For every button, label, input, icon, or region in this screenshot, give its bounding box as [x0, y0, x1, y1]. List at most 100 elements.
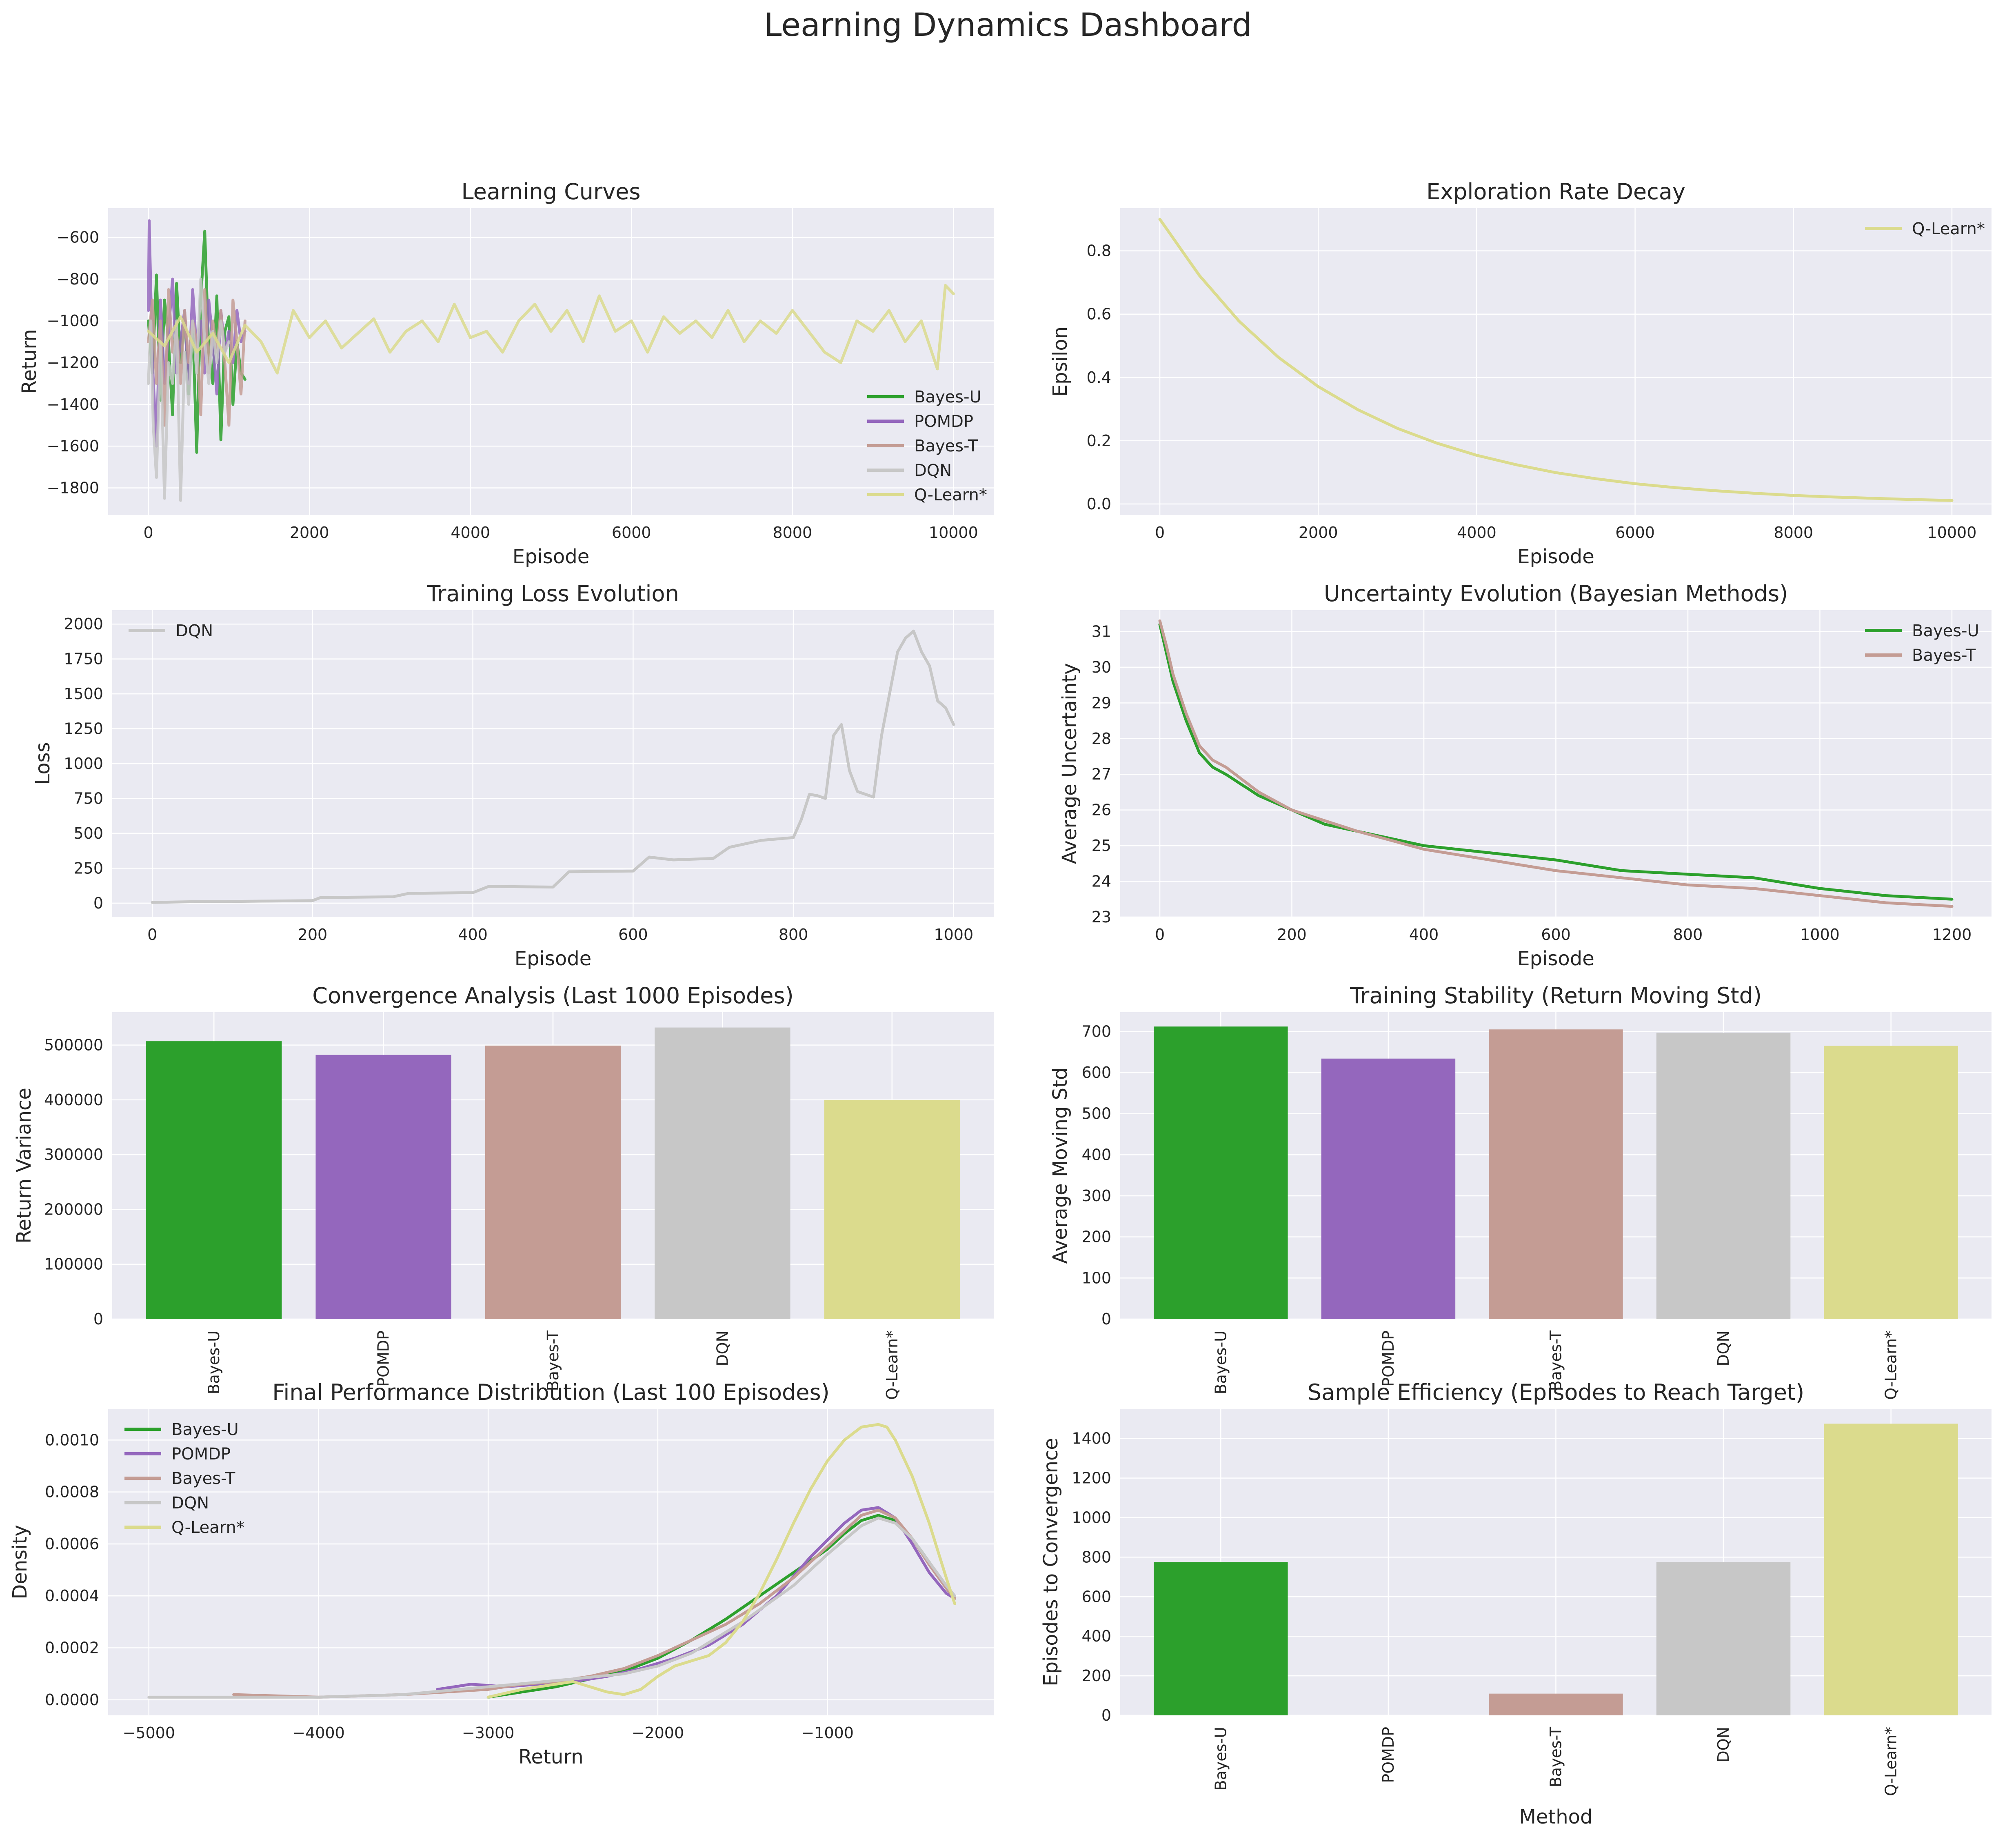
- legend-label: DQN: [914, 461, 952, 480]
- x-tick-label: −4000: [292, 1724, 345, 1742]
- x-tick-label: 600: [1541, 926, 1571, 944]
- x-tick-label: 0: [1155, 524, 1165, 542]
- x-tick-label: 0: [147, 926, 157, 944]
- y-tick-label: 30: [1092, 658, 1111, 676]
- y-tick-label: 0.0006: [45, 1535, 99, 1553]
- y-tick-label: 0.0010: [45, 1431, 99, 1449]
- legend-label: POMDP: [171, 1445, 231, 1464]
- x-tick-label: Bayes-U: [1212, 1727, 1230, 1791]
- legend-label: POMDP: [914, 412, 973, 431]
- y-tick-label: 26: [1092, 801, 1111, 819]
- bar-q-learn-: [824, 1099, 960, 1319]
- y-tick-label: 250: [73, 859, 103, 877]
- series-line-q-learn-: [147, 284, 955, 375]
- chart-convergence-analysis: 0 100000 200000 300000 400000 500000 Bayes-U PO…: [13, 983, 994, 1432]
- x-tick-label: 4000: [1457, 524, 1496, 542]
- panel-title: Convergence Analysis (Last 1000 Episodes…: [312, 983, 793, 1008]
- x-tick-label: 10000: [929, 524, 978, 542]
- legend-label: DQN: [171, 1494, 209, 1513]
- x-axis-label: Method: [1519, 1806, 1592, 1828]
- series-group: [1158, 218, 1954, 502]
- y-tick-label: 1400: [1072, 1430, 1111, 1448]
- y-axis-label: Density: [9, 1525, 31, 1599]
- y-tick-label: 750: [73, 789, 103, 807]
- bar-dqn: [655, 1027, 790, 1319]
- bar-bayes-t: [1489, 1693, 1623, 1715]
- x-tick-label: Bayes-T: [1547, 1726, 1565, 1787]
- x-tick-label: 400: [458, 926, 488, 944]
- x-tick-label: 8000: [1774, 524, 1813, 542]
- x-tick-label: 0: [1155, 926, 1165, 944]
- series-group: [147, 219, 955, 502]
- bar-bayes-t: [1489, 1029, 1623, 1319]
- series-line-dqn: [151, 629, 955, 904]
- y-tick-label: 24: [1092, 873, 1111, 891]
- y-tick-label: 25: [1092, 837, 1111, 855]
- y-axis-label: Return Variance: [13, 1088, 36, 1244]
- plot-background: [108, 1409, 994, 1715]
- legend-label: Q-Learn*: [914, 486, 987, 504]
- bar-q-learn-: [1824, 1424, 1958, 1715]
- series-line-bayes-u: [1158, 623, 1954, 901]
- y-tick-label: 1500: [64, 685, 103, 703]
- x-tick-label: 0: [144, 524, 153, 542]
- y-tick-label: −1000: [47, 312, 99, 330]
- x-tick-label: 10000: [1927, 524, 1977, 542]
- y-tick-label: 0.4: [1087, 369, 1111, 386]
- bar-bayes-u: [146, 1041, 282, 1319]
- y-tick-label: 500: [1081, 1105, 1111, 1123]
- y-tick-label: 0.6: [1087, 305, 1111, 323]
- legend-label: Bayes-U: [171, 1420, 239, 1439]
- chart-training-loss: 0 250 500 750 1000 1250 1500 1750 2000 0 200 400 600…: [31, 581, 994, 970]
- y-tick-label: 0: [1101, 1310, 1111, 1328]
- legend-label: Bayes-T: [1912, 646, 1976, 665]
- x-tick-label: DQN: [1714, 1330, 1732, 1366]
- y-tick-label: 200000: [44, 1200, 103, 1218]
- panel-title: Sample Efficiency (Episodes to Reach Tar…: [1308, 1379, 1804, 1405]
- y-tick-label: 1000: [1072, 1508, 1111, 1526]
- bar-dqn: [1656, 1033, 1791, 1319]
- legend: Bayes-U POMDP Bayes-T DQN Q-Learn*: [124, 1420, 244, 1537]
- x-axis-label: Episode: [515, 947, 592, 970]
- x-axis-label: Episode: [1517, 947, 1594, 970]
- x-axis-label: Return: [518, 1746, 583, 1768]
- chart-uncertainty-evolution: 23 24 25 26 27 28 29 30 31 0 200 400 600 800 1000 1200 U…: [1058, 581, 1992, 970]
- legend: DQN: [129, 622, 213, 640]
- legend-label: Bayes-U: [1912, 622, 1979, 640]
- x-axis-label: Episode: [513, 545, 590, 568]
- y-axis-label: Episodes to Convergence: [1039, 1438, 1062, 1686]
- y-axis-label: Loss: [31, 742, 54, 785]
- y-tick-label: 200: [1081, 1228, 1111, 1246]
- y-tick-label: 27: [1092, 765, 1111, 783]
- y-tick-label: 500000: [44, 1036, 103, 1054]
- series-line-bayes-t: [1158, 619, 1954, 908]
- y-tick-label: 0.0004: [45, 1587, 99, 1605]
- x-tick-label: 600: [618, 926, 648, 944]
- series-group: [147, 1423, 956, 1699]
- x-tick-label: 800: [779, 926, 808, 944]
- x-tick-label: 1200: [1932, 926, 1972, 944]
- y-tick-label: 0: [1101, 1706, 1111, 1724]
- chart-training-stability: 0 100 200 300 400 500 600 700 Bayes-U POMDP Bayes-…: [1049, 983, 1992, 1432]
- bar-bayes-t: [485, 1045, 621, 1319]
- y-tick-label: 400: [1081, 1627, 1111, 1645]
- bar-bayes-u: [1154, 1562, 1288, 1715]
- x-tick-label: 200: [1277, 926, 1307, 944]
- x-tick-label: 800: [1673, 926, 1703, 944]
- x-tick-label: 2000: [290, 524, 329, 542]
- x-tick-label: 8000: [773, 524, 812, 542]
- x-tick-label: Q-Learn*: [1882, 1330, 1900, 1400]
- series-group: [151, 629, 955, 904]
- y-tick-label: 1000: [64, 755, 103, 773]
- series-line-pomdp: [147, 219, 246, 448]
- dashboard-title: Learning Dynamics Dashboard: [764, 7, 1252, 44]
- legend-label: Bayes-U: [914, 388, 981, 406]
- plot-background: [108, 208, 994, 515]
- x-tick-label: POMDP: [375, 1330, 393, 1387]
- y-tick-label: 200: [1081, 1667, 1111, 1685]
- x-tick-label: Bayes-T: [544, 1330, 562, 1391]
- panel-title: Final Performance Distribution (Last 100…: [272, 1379, 829, 1405]
- plot-background: [1120, 208, 1992, 515]
- bar-dqn: [1656, 1562, 1791, 1715]
- panel-title: Training Loss Evolution: [426, 581, 679, 606]
